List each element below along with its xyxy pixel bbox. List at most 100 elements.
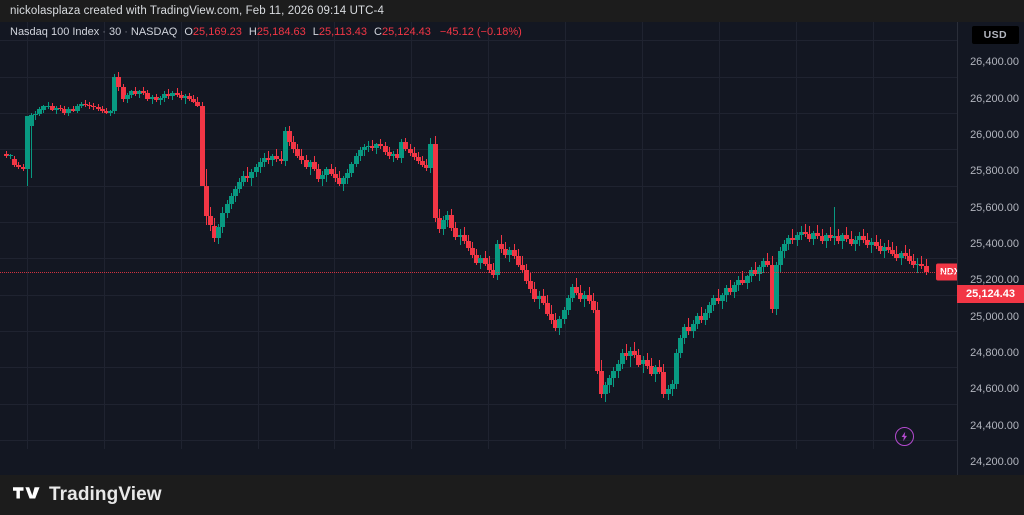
- candle-body: [8, 154, 14, 157]
- candle-body: [628, 350, 634, 357]
- candle-body: [49, 105, 55, 111]
- candle-body: [819, 236, 825, 241]
- candlestick: [62, 22, 68, 449]
- event-marker[interactable]: [895, 427, 914, 446]
- candle-body: [611, 370, 617, 379]
- candlestick: [565, 22, 571, 449]
- chart-legend[interactable]: Nasdaq 100 Index · 30 · NASDAQ O25,169.2…: [10, 26, 522, 38]
- candle-wick: [343, 176, 345, 191]
- candle-body: [182, 96, 188, 99]
- candlestick: [540, 22, 546, 449]
- candle-body: [915, 263, 921, 266]
- candlestick: [361, 22, 367, 449]
- candlestick: [769, 22, 775, 449]
- legend-high-label: H: [248, 26, 257, 38]
- candlestick: [732, 22, 738, 449]
- candle-body: [224, 203, 230, 213]
- candle-wick: [426, 159, 428, 171]
- candle-body: [332, 173, 338, 179]
- candlestick: [890, 22, 896, 449]
- candlestick: [112, 22, 118, 449]
- candle-wick: [792, 229, 794, 244]
- candlestick: [166, 22, 172, 449]
- price-tick: 25,800.00: [970, 165, 1019, 178]
- candle-body: [698, 316, 704, 320]
- candle-body: [141, 90, 147, 93]
- candle-body: [615, 363, 621, 371]
- candle-body: [132, 91, 138, 94]
- price-axis[interactable]: USD 26,400.00 26,200.00 26,000.00 25,800.00…: [957, 22, 1024, 475]
- candlestick: [307, 22, 313, 449]
- candlestick: [569, 22, 575, 449]
- candle-body: [53, 107, 59, 110]
- candle-wick: [871, 238, 873, 253]
- candle-body: [212, 225, 218, 239]
- candle-body: [145, 92, 151, 100]
- legend-close: C25,124.43: [374, 26, 431, 38]
- candle-wick: [904, 245, 906, 260]
- candle-wick: [900, 250, 902, 266]
- candle-body: [661, 371, 667, 395]
- candlestick: [187, 22, 193, 449]
- candlestick: [170, 22, 176, 449]
- candlestick: [856, 22, 862, 449]
- chart-plot-area[interactable]: [0, 22, 957, 449]
- candle-body: [403, 141, 409, 150]
- legend-low: L25,113.43: [313, 26, 367, 38]
- candlestick: [440, 22, 446, 449]
- candlestick: [320, 22, 326, 449]
- candlestick: [199, 22, 205, 449]
- grid-line-horizontal: [0, 40, 957, 42]
- candle-body: [33, 113, 39, 116]
- price-tick: 25,400.00: [970, 237, 1019, 250]
- candlestick: [707, 22, 713, 449]
- candle-body: [157, 97, 163, 101]
- candlestick: [823, 22, 829, 449]
- candle-body: [665, 389, 671, 395]
- candle-body: [474, 255, 480, 263]
- candle-body: [357, 150, 363, 157]
- candle-body: [923, 266, 929, 272]
- candle-body: [528, 280, 534, 290]
- candle-body: [881, 247, 887, 251]
- candlestick: [628, 22, 634, 449]
- candlestick: [4, 22, 9, 449]
- candle-body: [282, 131, 288, 161]
- grid-line-horizontal: [0, 330, 957, 332]
- candlestick: [503, 22, 509, 449]
- candle-body: [216, 227, 222, 239]
- candle-body: [303, 160, 309, 168]
- candlestick: [249, 22, 255, 449]
- candle-body: [407, 149, 413, 154]
- candlestick: [694, 22, 700, 449]
- candlestick: [95, 22, 101, 449]
- candle-body: [657, 367, 663, 372]
- candle-body: [744, 276, 750, 283]
- candle-body: [911, 260, 917, 266]
- candlestick: [74, 22, 80, 449]
- price-tick: 26,200.00: [970, 92, 1019, 105]
- candle-body: [16, 164, 22, 168]
- candle-body: [116, 76, 122, 88]
- candle-body: [324, 169, 330, 175]
- candlestick: [877, 22, 883, 449]
- candle-body: [836, 236, 842, 241]
- candle-body: [311, 161, 317, 170]
- candle-body: [353, 156, 359, 164]
- candlestick: [311, 22, 317, 449]
- chart-frame[interactable]: Nasdaq 100 Index · 30 · NASDAQ O25,169.2…: [0, 22, 1024, 475]
- candlestick: [682, 22, 688, 449]
- candlestick: [349, 22, 355, 449]
- candle-body: [690, 323, 696, 331]
- candle-body: [261, 157, 267, 162]
- candle-body: [603, 385, 609, 395]
- candle-body: [503, 249, 509, 256]
- candle-body: [382, 146, 388, 152]
- candle-body: [852, 240, 858, 244]
- candlestick: [228, 22, 234, 449]
- candlestick: [515, 22, 521, 449]
- candlestick: [528, 22, 534, 449]
- candle-body: [707, 305, 713, 313]
- candle-body: [511, 250, 517, 257]
- candlestick: [865, 22, 871, 449]
